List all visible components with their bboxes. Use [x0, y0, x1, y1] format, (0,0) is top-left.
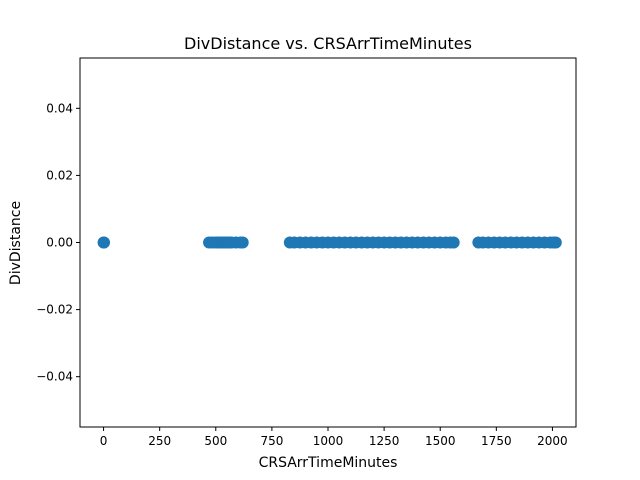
data-point [98, 236, 111, 249]
x-tick-label: 750 [260, 434, 283, 448]
chart-title: DivDistance vs. CRSArrTimeMinutes [184, 34, 472, 53]
x-tick-label: 0 [100, 434, 108, 448]
x-tick-label: 500 [204, 434, 227, 448]
x-tick-label: 1750 [481, 434, 512, 448]
y-tick-label: −0.04 [36, 370, 73, 384]
x-axis-ticks: 0 250 500 750 1000 1250 1500 1750 2000 [100, 427, 568, 448]
data-point [236, 236, 249, 249]
x-tick-label: 2000 [537, 434, 568, 448]
data-point [447, 236, 460, 249]
y-tick-label: 0.00 [46, 236, 73, 250]
y-axis-label: DivDistance [8, 201, 24, 285]
plot-frame [79, 57, 577, 428]
y-tick-label: 0.02 [46, 168, 73, 182]
points-layer [97, 236, 562, 249]
x-axis-label: CRSArrTimeMinutes [259, 455, 398, 471]
data-point [549, 236, 562, 249]
x-tick-label: 250 [148, 434, 171, 448]
x-tick-label: 1000 [313, 434, 344, 448]
y-tick-label: 0.04 [46, 101, 73, 115]
y-tick-label: −0.02 [36, 303, 73, 317]
x-tick-label: 1250 [369, 434, 400, 448]
x-tick-label: 1500 [425, 434, 456, 448]
y-axis-ticks: −0.04 −0.02 0.00 0.02 0.04 [36, 101, 80, 384]
